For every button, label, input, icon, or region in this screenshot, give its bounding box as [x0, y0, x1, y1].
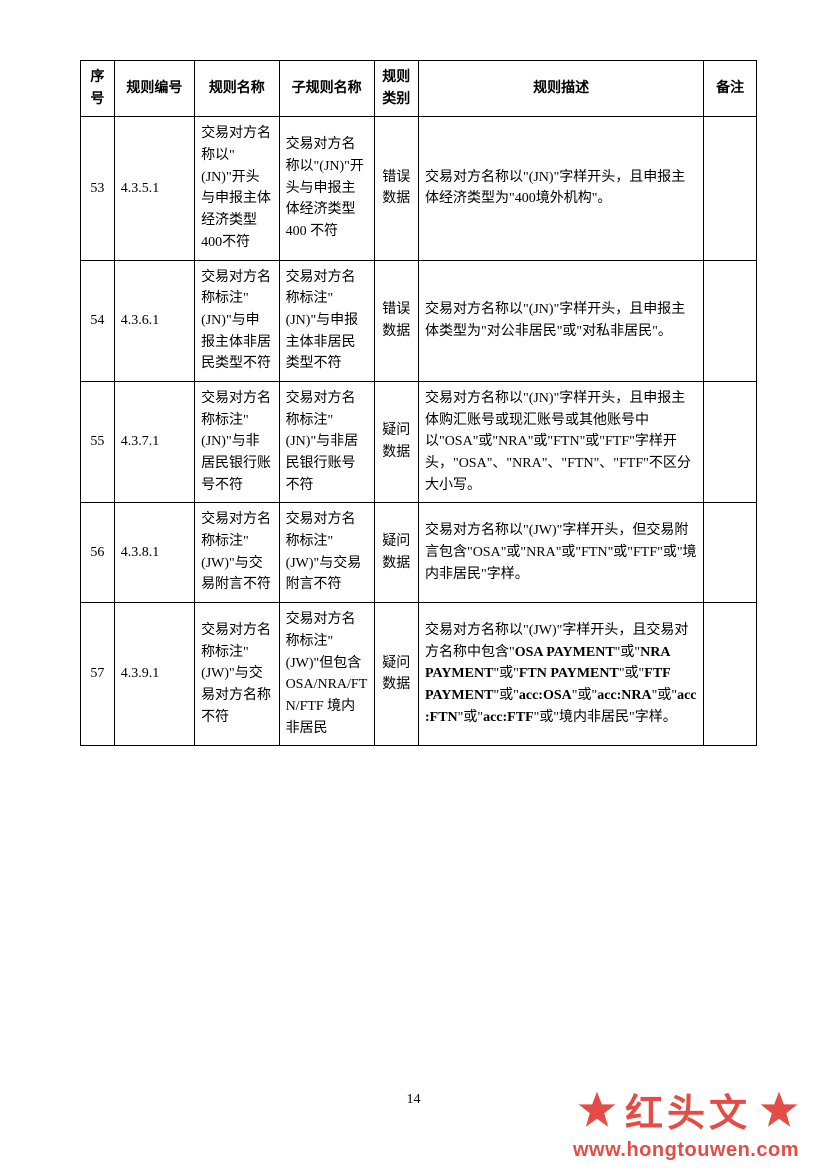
- cell-note: [704, 260, 757, 381]
- table-body: 53 4.3.5.1 交易对方名称以"(JN)"开头与申报主体经济类型 400不…: [81, 117, 757, 746]
- cell-sub: 交易对方名称以"(JN)"开头与申报主体经济类型 400 不符: [279, 117, 374, 260]
- cell-cat: 错误数据: [374, 260, 418, 381]
- cell-desc: 交易对方名称以"(JN)"字样开头，且申报主体购汇账号或现汇账号或其他账号中以"…: [418, 381, 703, 502]
- cell-sub: 交易对方名称标注"(JN)"与申报主体非居民类型不符: [279, 260, 374, 381]
- cell-seq: 57: [81, 603, 115, 746]
- cell-note: [704, 117, 757, 260]
- cell-desc: 交易对方名称以"(JN)"字样开头，且申报主体类型为"对公非居民"或"对私非居民…: [418, 260, 703, 381]
- cell-note: [704, 503, 757, 603]
- cell-sub: 交易对方名称标注"(JW)"但包含OSA/NRA/FTN/FTF 境内非居民: [279, 603, 374, 746]
- cell-ruleno: 4.3.5.1: [114, 117, 194, 260]
- cell-seq: 56: [81, 503, 115, 603]
- cell-ruleno: 4.3.9.1: [114, 603, 194, 746]
- cell-desc: 交易对方名称以"(JN)"字样开头，且申报主体经济类型为"400境外机构"。: [418, 117, 703, 260]
- table-row: 55 4.3.7.1 交易对方名称标注"(JN)"与非居民银行账号不符 交易对方…: [81, 381, 757, 502]
- cell-name: 交易对方名称标注"(JN)"与非居民银行账号不符: [195, 381, 280, 502]
- cell-cat: 疑问数据: [374, 381, 418, 502]
- cell-note: [704, 381, 757, 502]
- cell-desc: 交易对方名称以"(JW)"字样开头，但交易附言包含"OSA"或"NRA"或"FT…: [418, 503, 703, 603]
- cell-name: 交易对方名称标注"(JW)"与交易对方名称不符: [195, 603, 280, 746]
- th-ruleno: 规则编号: [114, 61, 194, 117]
- watermark-text: 红头文: [625, 1082, 751, 1137]
- cell-ruleno: 4.3.7.1: [114, 381, 194, 502]
- cell-ruleno: 4.3.6.1: [114, 260, 194, 381]
- document-page: 序号 规则编号 规则名称 子规则名称 规则类别 规则描述 备注 53 4.3.5…: [0, 0, 827, 1170]
- table-row: 53 4.3.5.1 交易对方名称以"(JN)"开头与申报主体经济类型 400不…: [81, 117, 757, 260]
- watermark: 红头文 www.hongtouwen.com: [499, 1082, 799, 1152]
- cell-seq: 55: [81, 381, 115, 502]
- cell-desc: 交易对方名称以"(JW)"字样开头，且交易对方名称中包含"OSA PAYMENT…: [418, 603, 703, 746]
- cell-seq: 53: [81, 117, 115, 260]
- table-row: 54 4.3.6.1 交易对方名称标注"(JN)"与申报主体非居民类型不符 交易…: [81, 260, 757, 381]
- star-icon: [577, 1090, 617, 1130]
- watermark-url: www.hongtouwen.com: [573, 1139, 799, 1162]
- th-sub: 子规则名称: [279, 61, 374, 117]
- th-desc: 规则描述: [418, 61, 703, 117]
- watermark-top: 红头文: [577, 1082, 799, 1137]
- th-seq: 序号: [81, 61, 115, 117]
- cell-name: 交易对方名称标注"(JN)"与申报主体非居民类型不符: [195, 260, 280, 381]
- cell-seq: 54: [81, 260, 115, 381]
- cell-name: 交易对方名称以"(JN)"开头与申报主体经济类型 400不符: [195, 117, 280, 260]
- cell-cat: 疑问数据: [374, 503, 418, 603]
- star-icon: [759, 1090, 799, 1130]
- cell-sub: 交易对方名称标注"(JW)"与交易附言不符: [279, 503, 374, 603]
- table-row: 56 4.3.8.1 交易对方名称标注"(JW)"与交易附言不符 交易对方名称标…: [81, 503, 757, 603]
- rules-table: 序号 规则编号 规则名称 子规则名称 规则类别 规则描述 备注 53 4.3.5…: [80, 60, 757, 746]
- cell-cat: 错误数据: [374, 117, 418, 260]
- table-header: 序号 规则编号 规则名称 子规则名称 规则类别 规则描述 备注: [81, 61, 757, 117]
- cell-sub: 交易对方名称标注"(JN)"与非居民银行账号不符: [279, 381, 374, 502]
- table-row: 57 4.3.9.1 交易对方名称标注"(JW)"与交易对方名称不符 交易对方名…: [81, 603, 757, 746]
- th-cat: 规则类别: [374, 61, 418, 117]
- cell-ruleno: 4.3.8.1: [114, 503, 194, 603]
- th-name: 规则名称: [195, 61, 280, 117]
- cell-cat: 疑问数据: [374, 603, 418, 746]
- cell-note: [704, 603, 757, 746]
- th-note: 备注: [704, 61, 757, 117]
- cell-name: 交易对方名称标注"(JW)"与交易附言不符: [195, 503, 280, 603]
